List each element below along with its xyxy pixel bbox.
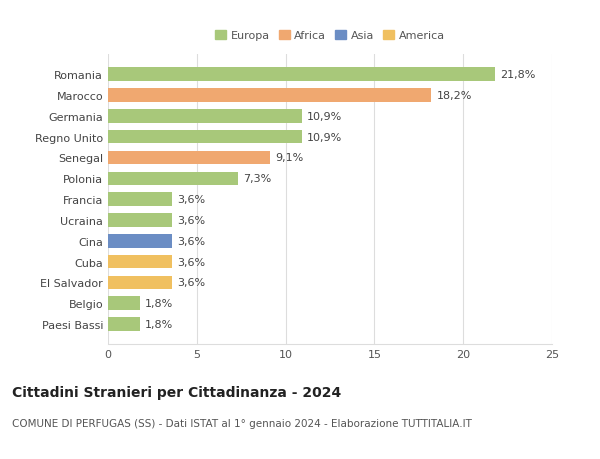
Text: 3,6%: 3,6% — [177, 215, 205, 225]
Text: COMUNE DI PERFUGAS (SS) - Dati ISTAT al 1° gennaio 2024 - Elaborazione TUTTITALI: COMUNE DI PERFUGAS (SS) - Dati ISTAT al … — [12, 418, 472, 428]
Text: 3,6%: 3,6% — [177, 236, 205, 246]
Bar — [108, 110, 302, 123]
Bar — [108, 297, 140, 310]
Text: 10,9%: 10,9% — [307, 112, 342, 122]
Text: 3,6%: 3,6% — [177, 257, 205, 267]
Text: 18,2%: 18,2% — [437, 91, 472, 101]
Text: 1,8%: 1,8% — [145, 319, 173, 330]
Text: Cittadini Stranieri per Cittadinanza - 2024: Cittadini Stranieri per Cittadinanza - 2… — [12, 386, 341, 399]
Text: 9,1%: 9,1% — [275, 153, 303, 163]
Bar — [108, 214, 172, 227]
Bar — [108, 255, 172, 269]
Bar — [108, 68, 495, 82]
Bar — [108, 235, 172, 248]
Text: 3,6%: 3,6% — [177, 195, 205, 205]
Text: 10,9%: 10,9% — [307, 132, 342, 142]
Bar — [108, 172, 238, 185]
Bar — [108, 151, 269, 165]
Bar — [108, 89, 431, 102]
Text: 21,8%: 21,8% — [500, 70, 536, 80]
Bar — [108, 318, 140, 331]
Text: 7,3%: 7,3% — [243, 174, 271, 184]
Bar — [108, 193, 172, 207]
Legend: Europa, Africa, Asia, America: Europa, Africa, Asia, America — [213, 29, 447, 43]
Bar — [108, 130, 302, 144]
Text: 1,8%: 1,8% — [145, 299, 173, 308]
Bar — [108, 276, 172, 290]
Text: 3,6%: 3,6% — [177, 278, 205, 288]
